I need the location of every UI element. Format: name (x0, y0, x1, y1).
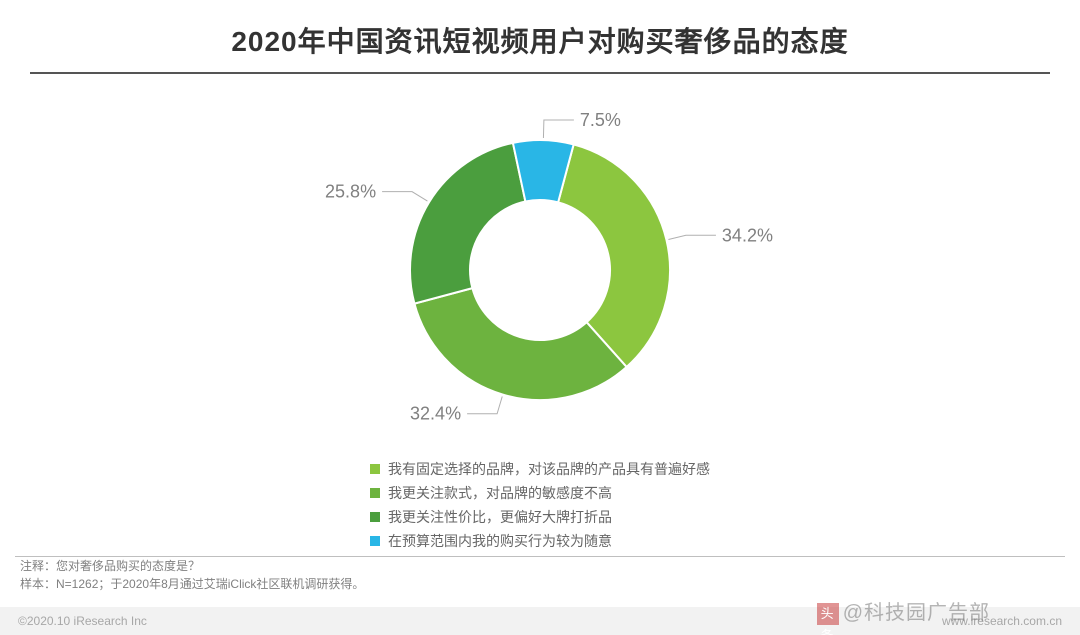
legend-label: 我更关注性价比，更偏好大牌打折品 (388, 507, 612, 527)
slice-label: 25.8% (325, 182, 376, 202)
notes-block: 注释：您对奢侈品购买的态度是？ 样本：N=1262；于2020年8月通过艾瑞iC… (20, 557, 364, 593)
slice-label: 7.5% (580, 110, 621, 130)
legend-label: 我更关注款式，对品牌的敏感度不高 (388, 483, 612, 503)
leader-line (668, 235, 716, 239)
page-title: 2020年中国资讯短视频用户对购买奢侈品的态度 (0, 20, 1080, 60)
legend-swatch (370, 488, 380, 498)
donut-slice (414, 288, 626, 400)
chart-legend: 我有固定选择的品牌，对该品牌的产品具有普遍好感我更关注款式，对品牌的敏感度不高我… (370, 455, 710, 555)
watermark-icon: 头条 (817, 603, 839, 625)
footer-copyright: ©2020.10 iResearch Inc (18, 614, 147, 628)
slice-label: 32.4% (410, 404, 461, 424)
note-line-1: 注释：您对奢侈品购买的态度是？ (20, 557, 364, 575)
leader-line (543, 120, 573, 138)
donut-chart: 34.2% 32.4% 25.8% 7.5% (0, 95, 1080, 460)
donut-svg: 34.2% 32.4% 25.8% 7.5% (280, 95, 800, 455)
legend-swatch (370, 464, 380, 474)
legend-item: 在预算范围内我的购买行为较为随意 (370, 531, 710, 551)
leader-line (382, 192, 427, 201)
title-rule (30, 72, 1050, 74)
legend-label: 我有固定选择的品牌，对该品牌的产品具有普遍好感 (388, 459, 710, 479)
watermark: 头条@科技园广告部 (817, 596, 990, 625)
legend-item: 我更关注性价比，更偏好大牌打折品 (370, 507, 710, 527)
legend-item: 我有固定选择的品牌，对该品牌的产品具有普遍好感 (370, 459, 710, 479)
slice-label: 34.2% (722, 225, 773, 245)
note-line-2: 样本：N=1262；于2020年8月通过艾瑞iClick社区联机调研获得。 (20, 575, 364, 593)
watermark-text: @科技园广告部 (843, 602, 990, 624)
legend-item: 我更关注款式，对品牌的敏感度不高 (370, 483, 710, 503)
legend-swatch (370, 512, 380, 522)
legend-label: 在预算范围内我的购买行为较为随意 (388, 531, 612, 551)
legend-swatch (370, 536, 380, 546)
leader-line (467, 396, 502, 413)
donut-slice (410, 143, 525, 304)
